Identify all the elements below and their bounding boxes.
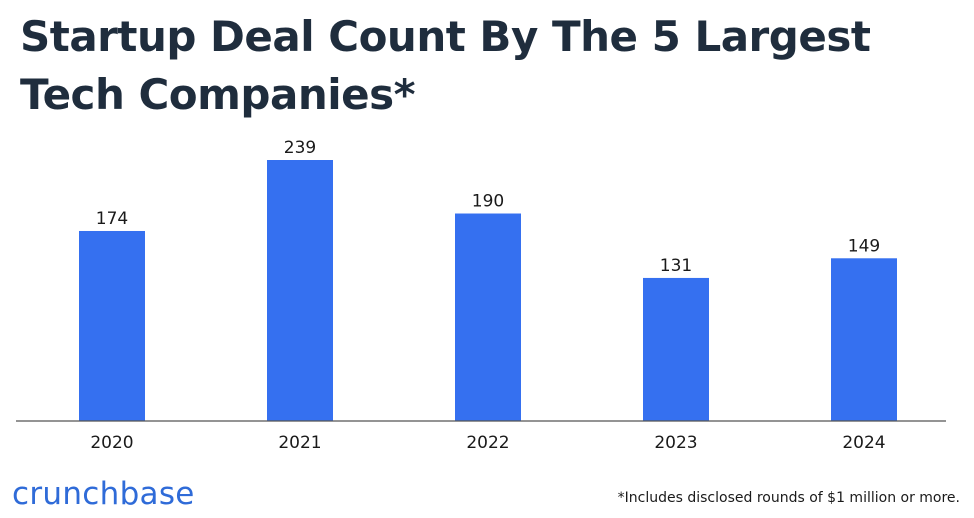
bar-2022 — [455, 213, 521, 421]
bar-value-label-2021: 239 — [284, 138, 316, 158]
crunchbase-logo: crunchbase — [12, 476, 195, 512]
bar-2024 — [831, 258, 897, 421]
bar-chart: 174 239 190 131 149 2020 2021 2022 2023 2024 — [16, 138, 946, 453]
bar-value-label-2024: 149 — [848, 236, 880, 256]
x-tick-labels: 2020 2021 2022 2023 2024 — [90, 433, 885, 453]
bar-value-label-2023: 131 — [660, 256, 692, 276]
footnote: *Includes disclosed rounds of $1 million… — [617, 490, 960, 506]
x-tick-label-2020: 2020 — [90, 433, 133, 453]
chart-title: Startup Deal Count By The 5 Largest Tech… — [20, 12, 871, 119]
bars-group: 174 239 190 131 149 — [79, 138, 897, 421]
x-tick-label-2023: 2023 — [654, 433, 697, 453]
x-tick-label-2022: 2022 — [466, 433, 509, 453]
bar-2023 — [643, 277, 709, 421]
bar-value-label-2022: 190 — [472, 192, 504, 212]
x-tick-label-2021: 2021 — [278, 433, 321, 453]
bar-value-label-2020: 174 — [96, 209, 128, 229]
bar-2020 — [79, 230, 145, 421]
x-tick-label-2024: 2024 — [842, 433, 885, 453]
bar-2021 — [267, 160, 333, 421]
